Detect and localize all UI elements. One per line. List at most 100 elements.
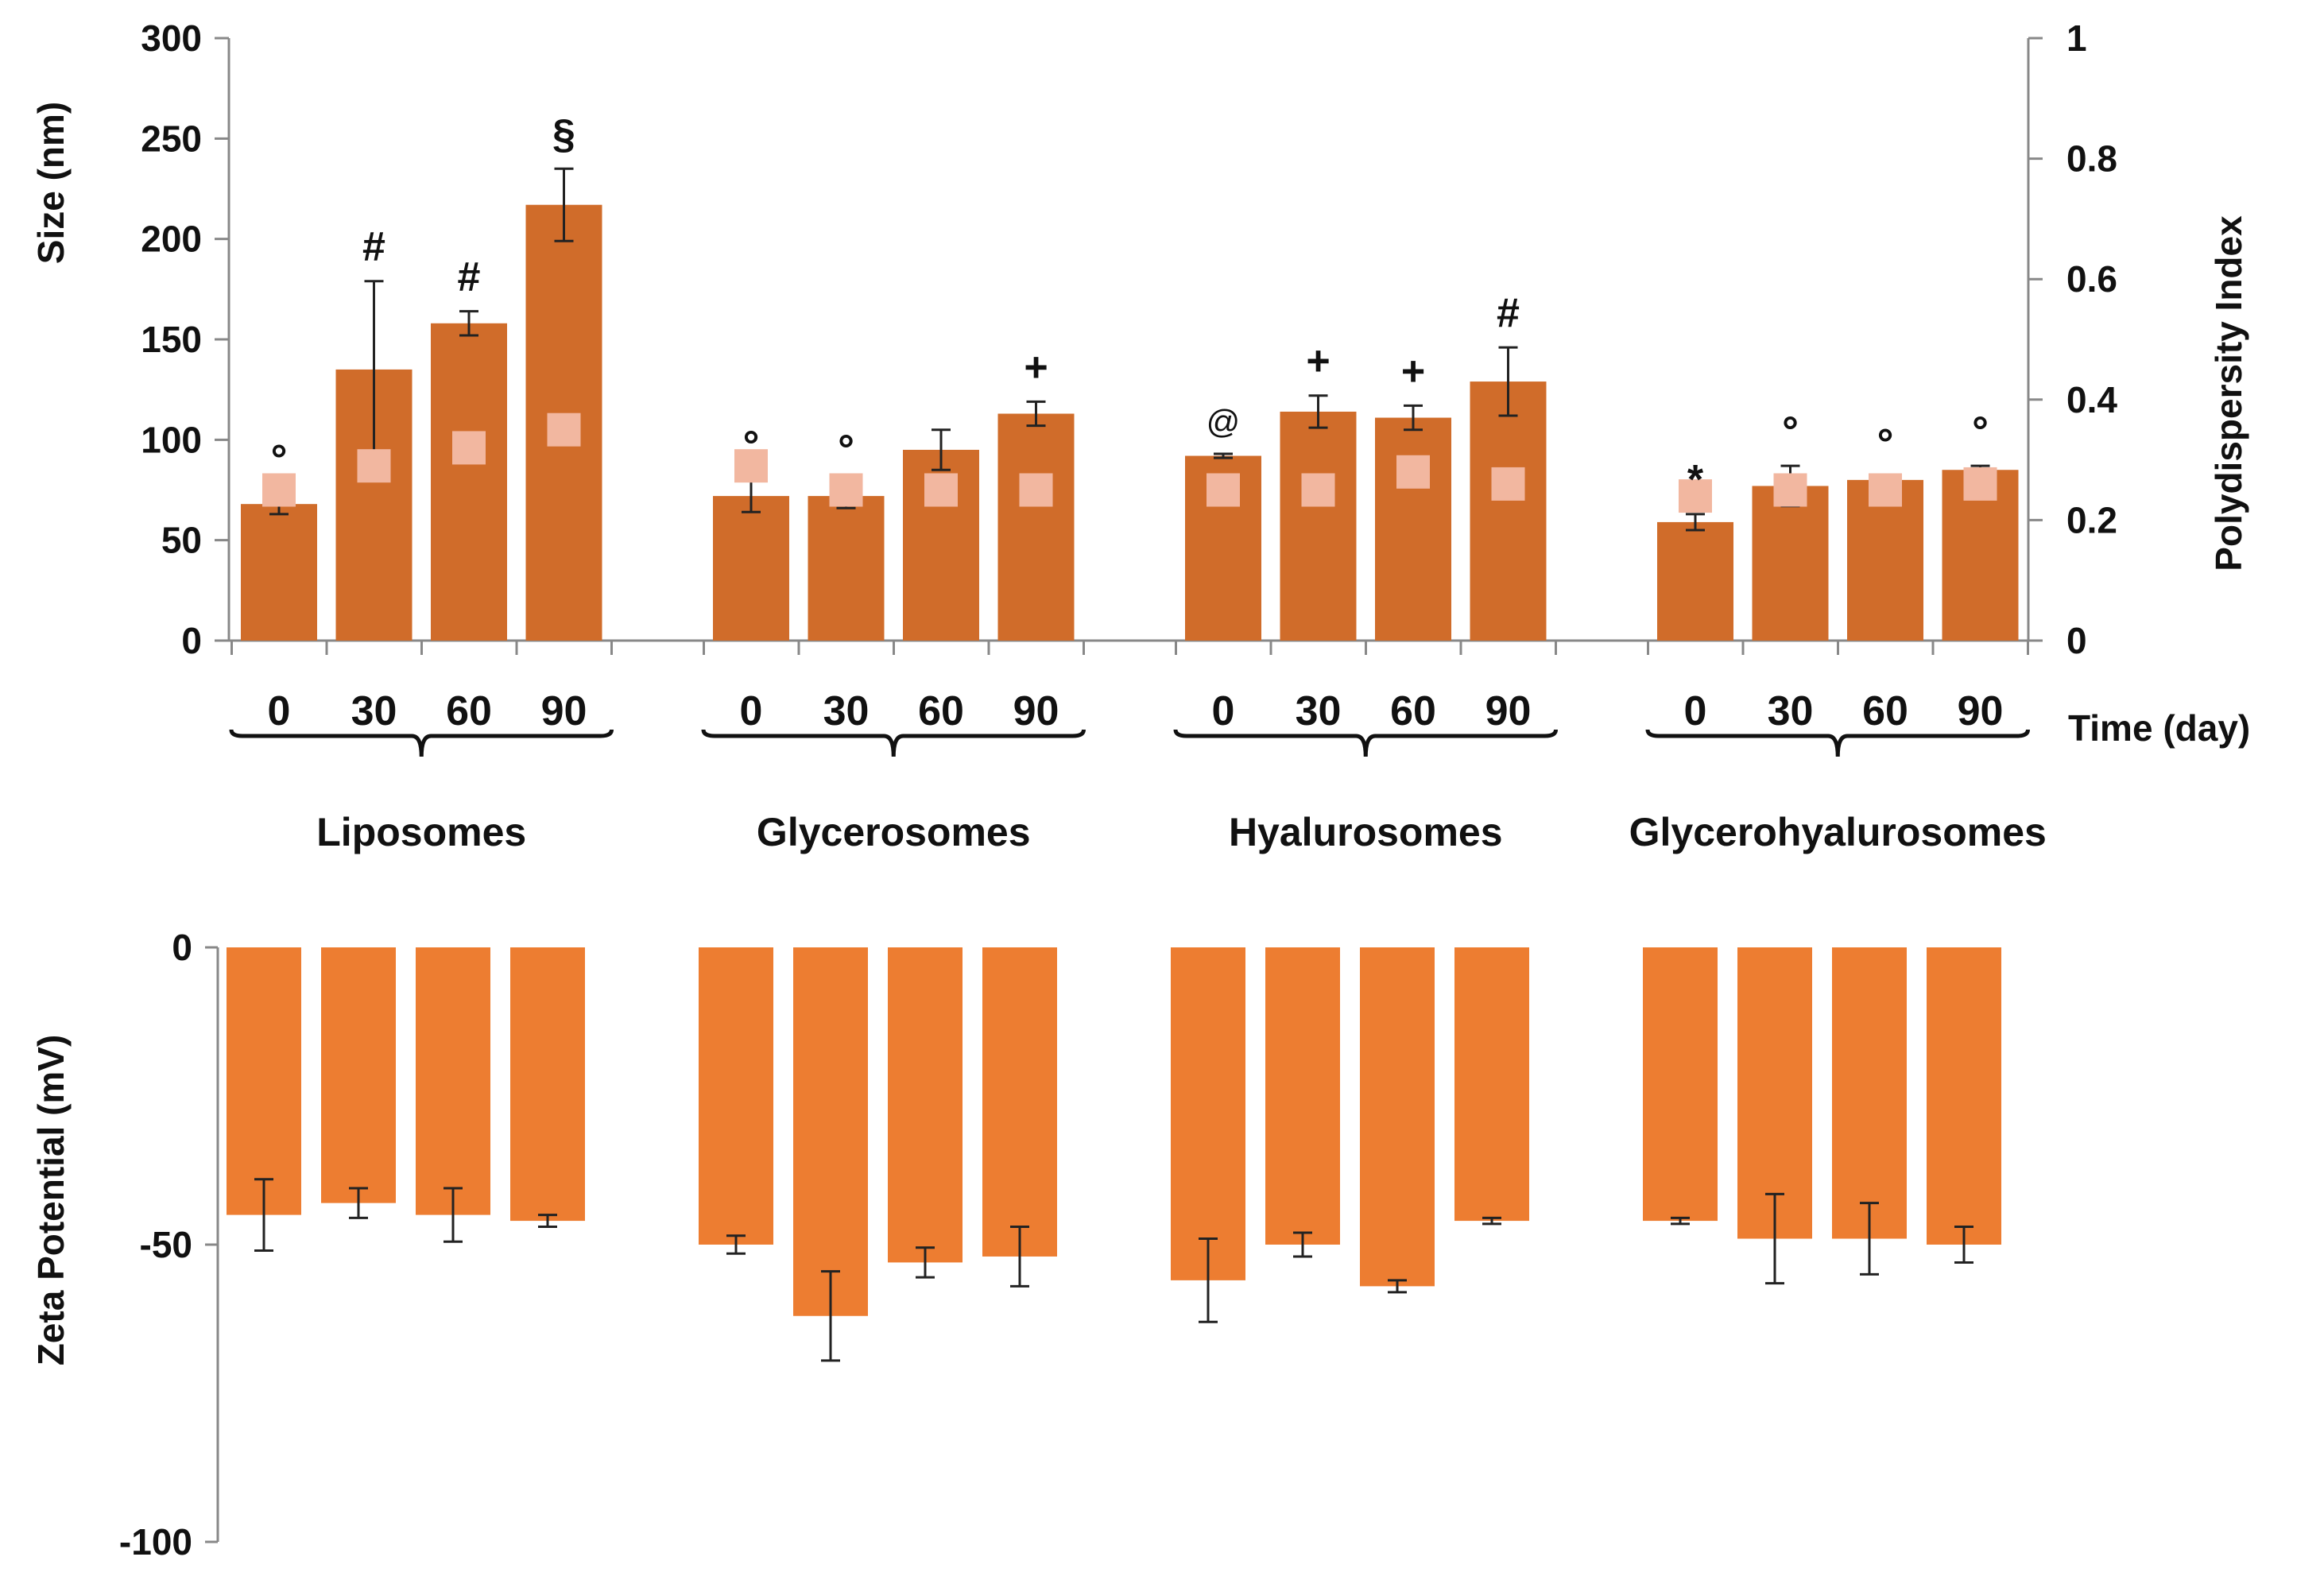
zeta-axes: 0 -50 -100 [119,927,219,1563]
size-tick-label: 300 [141,17,202,59]
size-bar [1752,486,1829,641]
zeta-bar [1171,947,1245,1280]
significance-label: ° [1877,420,1894,467]
time-category-label: 60 [1862,688,1908,734]
pdi-marker [829,473,863,507]
size-tick-label: 200 [141,219,202,260]
zeta-bar [1737,947,1812,1239]
pdi-marker [1963,467,1997,501]
zeta-axis-title: Zeta Potential (mV) [30,1035,72,1366]
size-pdi-axes: 0 50 100 150 200 250 300 0 0.2 0.4 0.6 0.8 1 [141,17,2117,661]
size-tick-label: 100 [141,419,202,460]
size-bar [1847,479,1923,641]
pdi-marker [1773,473,1807,507]
time-category-label: 90 [1485,688,1532,734]
pdi-marker [1679,479,1712,513]
significance-label: + [1401,348,1425,394]
group-label: Glycerosomes [757,810,1031,854]
pdi-tick-label: 0.2 [2066,499,2117,540]
pdi-marker [1019,473,1053,507]
group-label: Glycerohyalurosomes [1629,810,2047,854]
time-category-label: 60 [918,688,964,734]
pdi-marker [1491,467,1525,501]
significance-label: + [1024,344,1048,390]
category-labels: 0 30 60 90 Liposomes 0 30 60 90 Glycerosomes 0 30 60… [229,688,2047,854]
significance-label: + [1306,339,1330,385]
pdi-marker [1207,473,1240,507]
group-label: Hyalurosomes [1229,810,1503,854]
zeta-bar [321,947,396,1203]
time-axis-title: Time (day) [2068,707,2250,749]
zeta-bar [699,947,773,1245]
size-bar [997,413,1075,641]
pdi-marker [734,449,768,483]
size-bar [808,496,885,641]
significance-label: ° [1782,409,1799,455]
zeta-bar [982,947,1057,1257]
group-brace [1645,729,2030,757]
size-bar [713,496,789,641]
size-bar [1280,411,1357,641]
size-tick-label: 250 [141,118,202,159]
significance-label: ° [743,423,760,469]
time-category-label: 0 [1212,688,1235,734]
size-bar [1470,381,1547,641]
size-bars [241,167,2019,641]
significance-label: * [1687,457,1704,503]
significance-label: # [362,224,385,270]
time-category-label: 0 [1684,688,1707,734]
pdi-tick-label: 0.4 [2066,379,2117,420]
pdi-tick-label: 0.6 [2066,258,2117,300]
significance-label: ° [1972,409,1989,455]
time-category-label: 60 [446,688,492,734]
size-axis-title: Size (nm) [30,102,72,264]
time-category-label: 30 [1768,688,1814,734]
significance-label: ° [838,427,854,473]
pdi-tick-label: 0 [2066,620,2087,661]
pdi-axis-title: Polydispersity Index [2208,215,2249,571]
time-category-label: 60 [1390,688,1436,734]
pdi-marker [1301,473,1335,507]
group-brace [701,729,1086,757]
zeta-tick-label: -50 [140,1224,192,1265]
significance-label: @ [1207,403,1241,440]
group-label: Liposomes [316,810,526,854]
pdi-tick-label: 0.8 [2066,138,2117,180]
zeta-bar [1832,947,1907,1239]
zeta-bar [793,947,868,1316]
pdi-tick-label: 1 [2066,17,2087,59]
zeta-bar [510,947,585,1222]
pdi-marker [1396,455,1430,489]
pdi-marker [547,412,581,447]
zeta-bar [888,947,963,1263]
size-tick-label: 0 [181,620,202,661]
size-bar [241,504,317,641]
zeta-bar [1360,947,1435,1287]
zeta-bar [1454,947,1529,1222]
size-bar [1375,417,1451,641]
zeta-bar [227,947,301,1215]
pdi-marker [452,431,486,465]
significance-annotations: ° # # § ° ° + @ + + # * ° ° ° [271,111,1989,503]
pdi-markers [262,412,1997,513]
zeta-bar [1927,947,2001,1245]
time-category-label: 90 [1958,688,2004,734]
size-bar [431,323,507,641]
pdi-marker [1869,473,1902,507]
zeta-bar [1643,947,1718,1222]
significance-label: # [458,254,481,300]
size-tick-label: 50 [161,520,202,561]
zeta-tick-label: 0 [172,927,192,968]
group-brace [1173,729,1558,757]
zeta-bars [227,947,2001,1362]
size-tick-label: 150 [141,319,202,360]
time-category-label: 90 [541,688,587,734]
pdi-marker [262,473,296,507]
significance-label: # [1497,290,1520,336]
time-category-label: 30 [1296,688,1342,734]
time-category-label: 30 [823,688,870,734]
zeta-bar [416,947,490,1215]
time-category-label: 30 [351,688,397,734]
group-brace [229,729,614,757]
